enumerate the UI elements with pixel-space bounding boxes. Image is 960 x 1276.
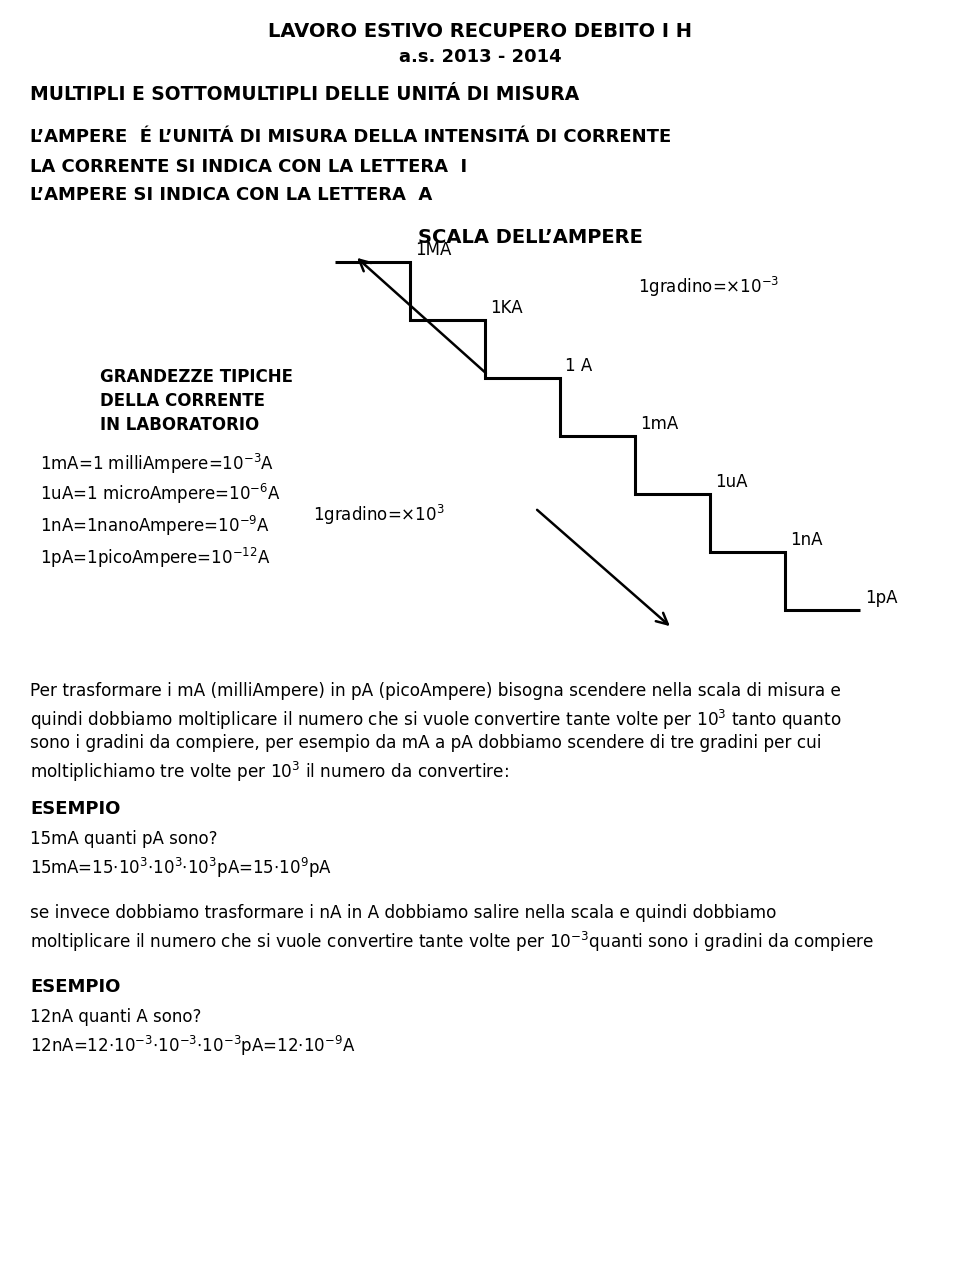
- Text: 1gradino=$\times$10$^{-3}$: 1gradino=$\times$10$^{-3}$: [638, 276, 780, 299]
- Text: 1gradino=$\times$10$^{3}$: 1gradino=$\times$10$^{3}$: [313, 503, 444, 527]
- Text: SCALA DELL’AMPERE: SCALA DELL’AMPERE: [418, 228, 642, 248]
- Text: moltiplicare il numero che si vuole convertire tante volte per 10$^{-3}$quanti s: moltiplicare il numero che si vuole conv…: [30, 930, 875, 954]
- Text: 1 A: 1 A: [565, 357, 592, 375]
- Text: 1nA=1nanoAmpere=10$^{-9}$A: 1nA=1nanoAmpere=10$^{-9}$A: [40, 514, 270, 538]
- Text: quindi dobbiamo moltiplicare il numero che si vuole convertire tante volte per 1: quindi dobbiamo moltiplicare il numero c…: [30, 708, 842, 732]
- Text: 1pA: 1pA: [865, 590, 898, 607]
- Text: GRANDEZZE TIPICHE: GRANDEZZE TIPICHE: [100, 367, 293, 387]
- Text: DELLA CORRENTE: DELLA CORRENTE: [100, 392, 265, 410]
- Text: 15mA quanti pA sono?: 15mA quanti pA sono?: [30, 829, 218, 849]
- Text: moltiplichiamo tre volte per 10$^{3}$ il numero da convertire:: moltiplichiamo tre volte per 10$^{3}$ il…: [30, 760, 509, 783]
- Text: 1uA=1 microAmpere=10$^{-6}$A: 1uA=1 microAmpere=10$^{-6}$A: [40, 482, 281, 507]
- Text: a.s. 2013 - 2014: a.s. 2013 - 2014: [398, 48, 562, 66]
- Text: sono i gradini da compiere, per esempio da mA a pA dobbiamo scendere di tre grad: sono i gradini da compiere, per esempio …: [30, 734, 822, 752]
- Text: 1pA=1picoAmpere=10$^{-12}$A: 1pA=1picoAmpere=10$^{-12}$A: [40, 546, 271, 570]
- Text: 1nA: 1nA: [790, 531, 823, 549]
- Text: 1mA=1 milliAmpere=10$^{-3}$A: 1mA=1 milliAmpere=10$^{-3}$A: [40, 452, 275, 476]
- Text: L’AMPERE SI INDICA CON LA LETTERA  A: L’AMPERE SI INDICA CON LA LETTERA A: [30, 186, 432, 204]
- Text: 1MA: 1MA: [415, 241, 451, 259]
- Text: ESEMPIO: ESEMPIO: [30, 800, 120, 818]
- Text: 1uA: 1uA: [715, 473, 748, 491]
- Text: 12nA quanti A sono?: 12nA quanti A sono?: [30, 1008, 202, 1026]
- Text: MULTIPLI E SOTTOMULTIPLI DELLE UNITÁ DI MISURA: MULTIPLI E SOTTOMULTIPLI DELLE UNITÁ DI …: [30, 85, 579, 105]
- Text: Per trasformare i mA (milliAmpere) in pA (picoAmpere) bisogna scendere nella sca: Per trasformare i mA (milliAmpere) in pA…: [30, 681, 841, 701]
- Text: LAVORO ESTIVO RECUPERO DEBITO I H: LAVORO ESTIVO RECUPERO DEBITO I H: [268, 22, 692, 41]
- Text: IN LABORATORIO: IN LABORATORIO: [100, 416, 259, 434]
- Text: LA CORRENTE SI INDICA CON LA LETTERA  I: LA CORRENTE SI INDICA CON LA LETTERA I: [30, 158, 468, 176]
- Text: ESEMPIO: ESEMPIO: [30, 977, 120, 997]
- Text: 12nA=12$\cdot$10$^{-3}$$\cdot$10$^{-3}$$\cdot$10$^{-3}$pA=12$\cdot$10$^{-9}$A: 12nA=12$\cdot$10$^{-3}$$\cdot$10$^{-3}$$…: [30, 1034, 355, 1058]
- Text: se invece dobbiamo trasformare i nA in A dobbiamo salire nella scala e quindi do: se invece dobbiamo trasformare i nA in A…: [30, 903, 777, 923]
- Text: L’AMPERE  É L’UNITÁ DI MISURA DELLA INTENSITÁ DI CORRENTE: L’AMPERE É L’UNITÁ DI MISURA DELLA INTEN…: [30, 128, 671, 145]
- Text: 1mA: 1mA: [640, 415, 679, 433]
- Text: 1KA: 1KA: [490, 299, 522, 316]
- Text: 15mA=15$\cdot$10$^{3}$$\cdot$10$^{3}$$\cdot$10$^{3}$pA=15$\cdot$10$^{9}$pA: 15mA=15$\cdot$10$^{3}$$\cdot$10$^{3}$$\c…: [30, 856, 332, 880]
